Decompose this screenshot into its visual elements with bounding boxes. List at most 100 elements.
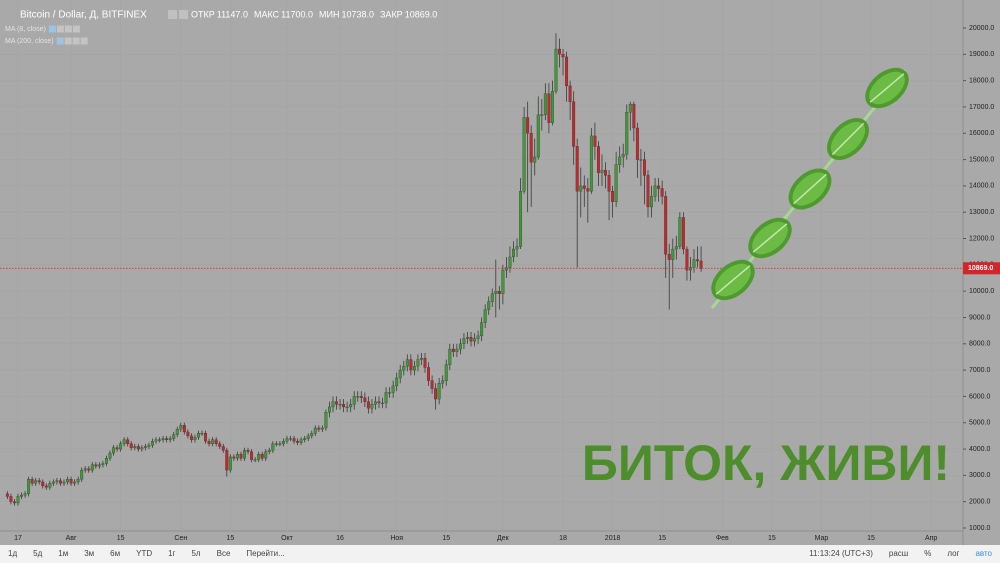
ohlc-label: МАКС (254, 9, 280, 19)
candle-body (317, 427, 321, 430)
leaf (865, 67, 909, 109)
candle-body (561, 54, 565, 58)
indicator-icon (64, 37, 72, 45)
candle-body (635, 127, 639, 160)
candle-body (179, 425, 183, 430)
toolbar-button[interactable]: Перейти... (246, 549, 284, 558)
candle-body (586, 188, 590, 192)
price-label-box (963, 262, 1000, 275)
candle-body (621, 154, 625, 158)
candle-body (306, 435, 310, 439)
candle-body (158, 439, 162, 441)
candle-body (607, 175, 611, 192)
candle-body (466, 337, 469, 339)
toolbar-button[interactable]: % (924, 549, 931, 558)
candle-body (271, 443, 275, 451)
candle-body (483, 309, 487, 323)
candle-body (228, 456, 232, 471)
candle-body (207, 441, 211, 444)
candle-body (62, 481, 66, 484)
candle-body (540, 114, 544, 116)
candle-body (611, 191, 615, 202)
toolbar-button[interactable]: расш (889, 549, 908, 558)
candle-body (267, 450, 271, 452)
y-tick-label: 6000.0 (969, 393, 991, 400)
candle-body (94, 464, 98, 467)
x-tick-label: 15 (867, 535, 875, 542)
y-tick-label: 4000.0 (969, 446, 991, 453)
candle-body (650, 196, 653, 208)
indicator-icon (48, 25, 56, 33)
toolbar-button[interactable]: Все (217, 549, 231, 558)
candle-body (469, 337, 473, 342)
candle-body (664, 196, 668, 255)
toolbar-button[interactable]: 5л (191, 549, 200, 558)
candle-body (338, 404, 342, 406)
candle-body (66, 479, 69, 483)
candle-body (558, 48, 561, 55)
candle-body (451, 348, 455, 352)
toolbar-button[interactable]: 3м (84, 549, 94, 558)
candle-body (200, 433, 204, 435)
ohlc-label: ОТКР (191, 9, 215, 19)
candle-body (239, 454, 243, 459)
candle-body (515, 246, 519, 250)
ohlc-value: 10869.0 (405, 9, 438, 19)
candle-body (274, 443, 278, 445)
candle-body (618, 156, 622, 165)
candle-body (122, 439, 126, 444)
toolbar-button[interactable]: 1г (168, 549, 175, 558)
candle-body (448, 348, 452, 365)
candle-body (391, 385, 395, 393)
candle-body (23, 493, 27, 496)
candle-body (487, 301, 491, 310)
candle-body (320, 427, 324, 430)
x-tick-label: Мар (815, 535, 829, 542)
candle-body (646, 175, 650, 208)
y-tick-label: 15000.0 (969, 156, 994, 163)
toolbar-button[interactable]: YTD (136, 549, 152, 558)
toolbar-button[interactable]: лог (947, 549, 959, 558)
toolbar-button[interactable]: 1д (8, 549, 17, 558)
indicator-icon (80, 37, 88, 45)
candle-body (568, 85, 572, 102)
y-tick-label: 12000.0 (969, 235, 994, 242)
toolbar-button[interactable]: 6м (110, 549, 120, 558)
ohlc-value: 11700.0 (281, 9, 313, 19)
toolbar (0, 545, 1000, 563)
candle-body (504, 267, 508, 271)
candle-body (639, 159, 643, 161)
candle-body (441, 380, 445, 384)
candle-body (264, 451, 268, 459)
y-tick-label: 3000.0 (969, 472, 991, 479)
candle-body (5, 493, 9, 497)
candle-body (44, 485, 48, 488)
annotation: БИТОК, ЖИВИ! (582, 435, 950, 491)
x-tick-label: 15 (768, 535, 776, 542)
candle-body (299, 439, 303, 443)
candle-body (12, 501, 16, 504)
candle-body (604, 169, 607, 176)
candle-body (172, 434, 176, 439)
candle-body (476, 335, 480, 339)
candle-body (388, 392, 392, 394)
x-tick-label: Фев (716, 535, 729, 542)
candle-body (352, 396, 356, 405)
candle-body (175, 429, 179, 435)
candle-body (374, 401, 377, 405)
candle-body (257, 454, 261, 460)
candle-body (76, 479, 80, 483)
toolbar-button[interactable]: 1м (58, 549, 68, 558)
candle-body (204, 433, 208, 442)
candle-body (27, 479, 31, 494)
candle-body (678, 217, 682, 247)
toolbar-button[interactable]: авто (975, 549, 992, 558)
candle-body (536, 114, 540, 158)
x-tick-label: Сен (174, 535, 187, 542)
candle-body (643, 159, 646, 176)
candle-body (16, 496, 20, 504)
toolbar-button[interactable]: 5д (33, 549, 42, 558)
candle-body (660, 188, 664, 197)
